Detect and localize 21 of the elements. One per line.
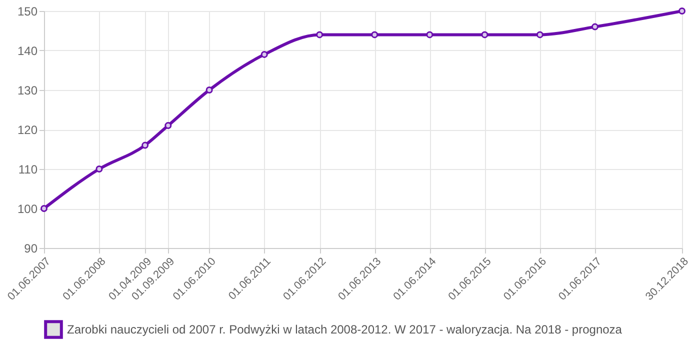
point [591, 23, 598, 30]
point [678, 8, 686, 14]
y-tick-label: 100 [17, 202, 38, 216]
y-tick-label: 110 [18, 162, 38, 176]
point [371, 31, 378, 38]
point [96, 166, 103, 172]
point [481, 31, 488, 38]
point [164, 122, 172, 130]
y-tick-label: 90 [24, 242, 38, 256]
point [206, 86, 213, 94]
y-tick-label: 130 [17, 84, 38, 98]
point [260, 50, 268, 58]
point [316, 31, 324, 38]
y-tick-label: 140 [17, 44, 38, 58]
point [536, 31, 544, 38]
point [40, 205, 48, 212]
point [142, 142, 149, 149]
y-tick-label: 150 [17, 4, 38, 18]
point [426, 31, 434, 38]
legend-label: Zarobki nauczycieli od 2007 r. Podwyżki w latach 2008-2012. W 2017 - waloryzacja. Na 2018 - prognoza [67, 322, 622, 336]
y-tick-label: 120 [17, 123, 38, 137]
